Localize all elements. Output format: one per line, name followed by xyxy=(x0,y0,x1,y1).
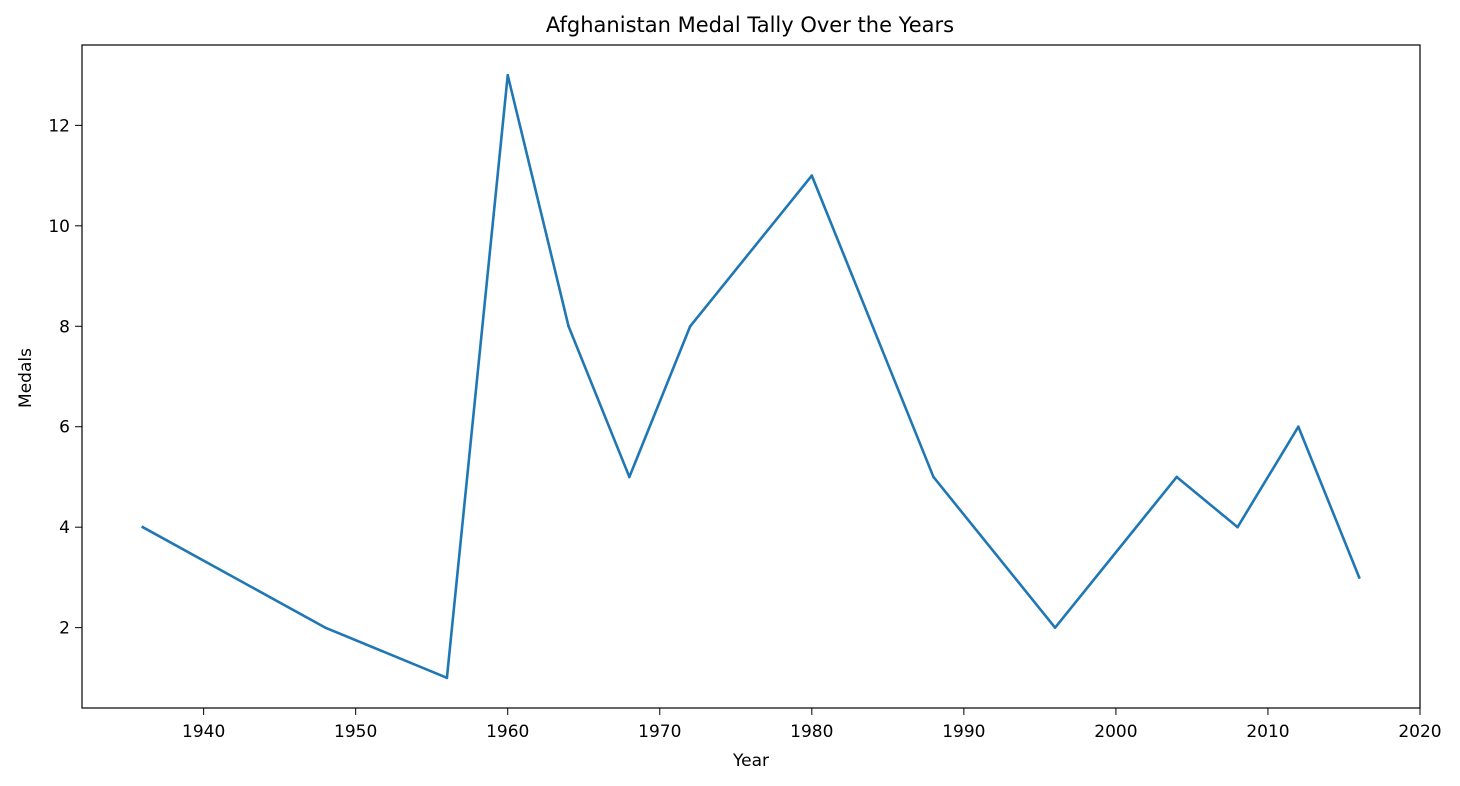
data-point xyxy=(810,174,814,177)
series-line xyxy=(141,73,1361,680)
data-point xyxy=(1236,525,1239,529)
x-axis-ticks: 1940 1950 1960 1970 1980 1990 2000 2010 2020 xyxy=(182,708,1442,742)
y-axis-ticks: 2 4 6 8 10 12 xyxy=(48,116,82,639)
data-point xyxy=(1357,576,1361,579)
data-point xyxy=(567,324,570,328)
data-point xyxy=(506,73,510,77)
x-tick-label: 2000 xyxy=(1094,722,1137,742)
y-tick-label: 8 xyxy=(59,317,70,337)
x-tick-label: 1970 xyxy=(638,722,681,742)
x-tick-label: 2010 xyxy=(1246,722,1289,742)
y-tick-label: 12 xyxy=(48,116,70,136)
data-point xyxy=(932,475,935,479)
data-point xyxy=(1053,626,1057,629)
data-point xyxy=(445,676,449,680)
y-axis-label: Medals xyxy=(16,348,36,408)
data-point xyxy=(1175,475,1179,479)
x-tick-label: 1990 xyxy=(942,722,985,742)
y-tick-label: 10 xyxy=(48,217,70,237)
plot-area-frame xyxy=(81,44,1421,709)
x-tick-label: 1940 xyxy=(182,722,225,742)
data-point xyxy=(323,626,327,629)
data-point xyxy=(1297,425,1300,429)
x-axis-label: Year xyxy=(732,751,769,771)
x-tick-label: 1960 xyxy=(486,722,529,742)
x-tick-label: 1980 xyxy=(790,722,833,742)
data-point xyxy=(688,324,692,328)
series-group xyxy=(141,73,1361,680)
y-tick-label: 4 xyxy=(59,518,70,538)
x-tick-label: 1950 xyxy=(334,722,377,742)
data-point xyxy=(141,525,145,529)
y-tick-label: 6 xyxy=(59,418,70,438)
data-point xyxy=(628,475,631,479)
y-tick-label: 2 xyxy=(59,619,70,639)
x-tick-label: 2020 xyxy=(1398,722,1441,742)
chart-title: Afghanistan Medal Tally Over the Years xyxy=(546,13,954,37)
